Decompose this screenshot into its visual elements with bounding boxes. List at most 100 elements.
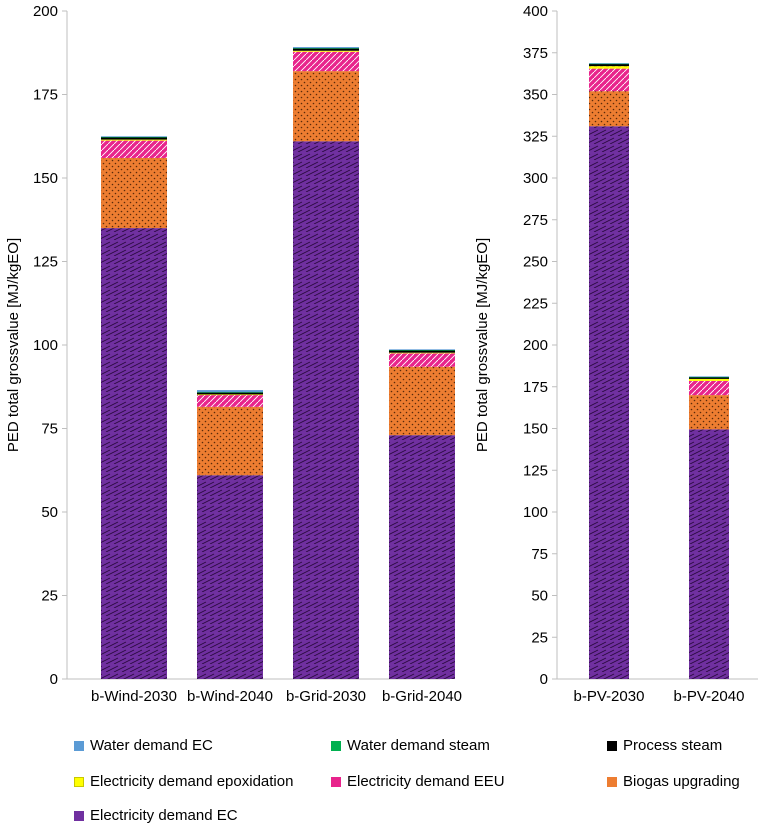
left-bar-segment-b-wind-2040-biogas-upgrading: [197, 406, 263, 476]
left-y-tick-label-200: 200: [33, 3, 58, 20]
legend-item-electricity-demand-epoxidation: Electricity demand epoxidation: [74, 773, 293, 790]
right-y-tick-label-225: 225: [523, 295, 548, 312]
left-bar-segment-b-wind-2040-electricity-demand-eeu: [197, 395, 263, 407]
left-bar-segment-b-wind-2030-water-demand-steam: [101, 136, 167, 138]
left-y-tick-label-0: 0: [50, 671, 58, 688]
right-x-tick-label-b-pv-2040: b-PV-2040: [674, 688, 745, 705]
right-bar-segment-b-pv-2040-electricity-demand-eeu: [689, 380, 729, 396]
right-y-tick-label-25: 25: [531, 629, 548, 646]
right-x-tick-label-b-pv-2030: b-PV-2030: [574, 688, 645, 705]
left-bar-segment-b-wind-2040-process-steam: [197, 392, 263, 395]
left-x-tick-label-b-grid-2040: b-Grid-2040: [382, 688, 462, 705]
legend-swatch-electricity-demand-eeu: [331, 776, 341, 787]
left-bar-segment-b-grid-2040-process-steam: [389, 350, 455, 353]
left-x-tick-label-b-wind-2040: b-Wind-2040: [187, 688, 273, 705]
left-bar-segment-b-grid-2030-electricity-demand-epoxidation: [293, 50, 359, 52]
left-bar-segment-b-grid-2030-water-demand-ec: [293, 47, 359, 49]
left-bar-segment-b-grid-2030-electricity-demand-eeu: [293, 51, 359, 72]
left-bar-b-grid-2040: [389, 349, 455, 679]
left-y-tick-label-125: 125: [33, 254, 58, 271]
left-y-tick-label-175: 175: [33, 87, 58, 104]
legend-label-electricity-demand-ec: Electricity demand EC: [90, 807, 238, 824]
right-bar-segment-b-pv-2040-water-demand-steam: [689, 376, 729, 378]
left-bar-segment-b-wind-2040-water-demand-steam: [197, 392, 263, 393]
left-y-tick-label-100: 100: [33, 337, 58, 354]
left-y-tick-label-150: 150: [33, 170, 58, 187]
legend-label-water-demand-ec: Water demand EC: [90, 737, 213, 754]
right-bar-segment-b-pv-2040-electricity-demand-epoxidation: [689, 378, 729, 381]
left-x-tick-label-b-grid-2030: b-Grid-2030: [286, 688, 366, 705]
right-y-tick-label-0: 0: [540, 671, 548, 688]
right-y-tick-label-125: 125: [523, 462, 548, 479]
left-bar-segment-b-grid-2040-water-demand-ec: [389, 349, 455, 351]
legend-swatch-water-demand-ec: [74, 740, 84, 751]
right-y-tick-label-275: 275: [523, 212, 548, 229]
left-y-axis-title: PED total grossvalue [MJ/kgEO]: [5, 238, 22, 452]
left-bar-segment-b-grid-2030-biogas-upgrading: [293, 71, 359, 142]
right-y-tick-label-400: 400: [523, 3, 548, 20]
right-bar-segment-b-pv-2030-electricity-demand-epoxidation: [589, 66, 629, 69]
legend-swatch-electricity-demand-epoxidation: [74, 776, 84, 787]
right-bar-segment-b-pv-2040-electricity-demand-ec: [689, 429, 729, 679]
left-y-tick-label-50: 50: [41, 504, 58, 521]
left-bar-segment-b-grid-2040-water-demand-steam: [389, 350, 455, 351]
right-y-tick-label-350: 350: [523, 87, 548, 104]
legend-label-biogas-upgrading: Biogas upgrading: [623, 773, 740, 790]
right-bar-segment-b-pv-2030-electricity-demand-ec: [589, 126, 629, 680]
right-y-tick-label-200: 200: [523, 337, 548, 354]
legend-item-biogas-upgrading: Biogas upgrading: [607, 773, 740, 790]
left-x-tick-label-b-wind-2030: b-Wind-2030: [91, 688, 177, 705]
left-bar-segment-b-wind-2030-electricity-demand-epoxidation: [101, 139, 167, 141]
legend-label-electricity-demand-epoxidation: Electricity demand epoxidation: [90, 773, 294, 790]
left-bar-segment-b-wind-2030-electricity-demand-eeu: [101, 140, 167, 158]
right-bar-segment-b-pv-2040-biogas-upgrading: [689, 395, 729, 430]
left-bar-segment-b-wind-2040-water-demand-ec: [197, 390, 263, 393]
left-bar-b-grid-2030: [293, 47, 359, 679]
left-y-tick-label-25: 25: [41, 588, 58, 605]
left-bar-segment-b-grid-2040-electricity-demand-epoxidation: [389, 352, 455, 354]
right-bar-segment-b-pv-2030-electricity-demand-eeu: [589, 68, 629, 92]
right-y-axis-title: PED total grossvalue [MJ/kgEO]: [474, 238, 491, 452]
right-y-tick-label-100: 100: [523, 504, 548, 521]
left-bar-segment-b-wind-2040-electricity-demand-epoxidation: [197, 394, 263, 396]
right-bar-b-pv-2040: [689, 376, 729, 679]
right-bar-segment-b-pv-2030-water-demand-ec: [589, 63, 629, 64]
right-bar-segment-b-pv-2030-process-steam: [589, 63, 629, 67]
legend-item-water-demand-steam: Water demand steam: [331, 737, 490, 754]
right-y-tick-label-150: 150: [523, 421, 548, 438]
legend-swatch-process-steam: [607, 740, 617, 751]
left-bar-segment-b-grid-2040-electricity-demand-ec: [389, 435, 455, 679]
left-bar-segment-b-wind-2030-process-steam: [101, 137, 167, 140]
right-y-tick-label-300: 300: [523, 170, 548, 187]
right-bar-segment-b-pv-2030-biogas-upgrading: [589, 91, 629, 127]
legend-item-electricity-demand-ec: Electricity demand EC: [74, 807, 238, 824]
legend-item-water-demand-ec: Water demand EC: [74, 737, 213, 754]
right-chart-panel: 0 25 50 75 100 125 150 175 200 225 250 275 300 325 350…: [474, 3, 758, 705]
left-bar-segment-b-grid-2030-electricity-demand-ec: [293, 141, 359, 679]
left-bar-segment-b-grid-2030-water-demand-steam: [293, 48, 359, 49]
right-y-tick-label-375: 375: [523, 45, 548, 62]
legend-item-process-steam: Process steam: [607, 737, 722, 754]
legend-label-process-steam: Process steam: [623, 737, 723, 754]
right-bar-segment-b-pv-2040-water-demand-ec: [689, 376, 729, 377]
right-bar-segment-b-pv-2040-process-steam: [689, 377, 729, 379]
legend: Water demand EC Water demand steam Proce…: [0, 735, 765, 830]
left-bar-b-wind-2030: [101, 136, 167, 679]
left-y-tick-label-75: 75: [41, 421, 58, 438]
left-bar-segment-b-wind-2030-water-demand-ec: [101, 136, 167, 137]
right-bar-segment-b-pv-2030-water-demand-steam: [589, 63, 629, 65]
legend-swatch-water-demand-steam: [331, 740, 341, 751]
right-y-tick-label-250: 250: [523, 254, 548, 271]
legend-label-electricity-demand-eeu: Electricity demand EEU: [347, 773, 505, 790]
legend-label-water-demand-steam: Water demand steam: [347, 737, 490, 754]
left-bar-segment-b-wind-2030-biogas-upgrading: [101, 157, 167, 229]
right-y-tick-label-50: 50: [531, 588, 548, 605]
right-y-tick-label-75: 75: [531, 546, 548, 563]
right-bar-b-pv-2030: [589, 63, 629, 680]
right-y-tick-label-175: 175: [523, 379, 548, 396]
left-bar-segment-b-wind-2040-electricity-demand-ec: [197, 475, 263, 679]
legend-item-electricity-demand-eeu: Electricity demand EEU: [331, 773, 505, 790]
legend-swatch-electricity-demand-ec: [74, 810, 84, 821]
legend-swatch-biogas-upgrading: [607, 776, 617, 787]
